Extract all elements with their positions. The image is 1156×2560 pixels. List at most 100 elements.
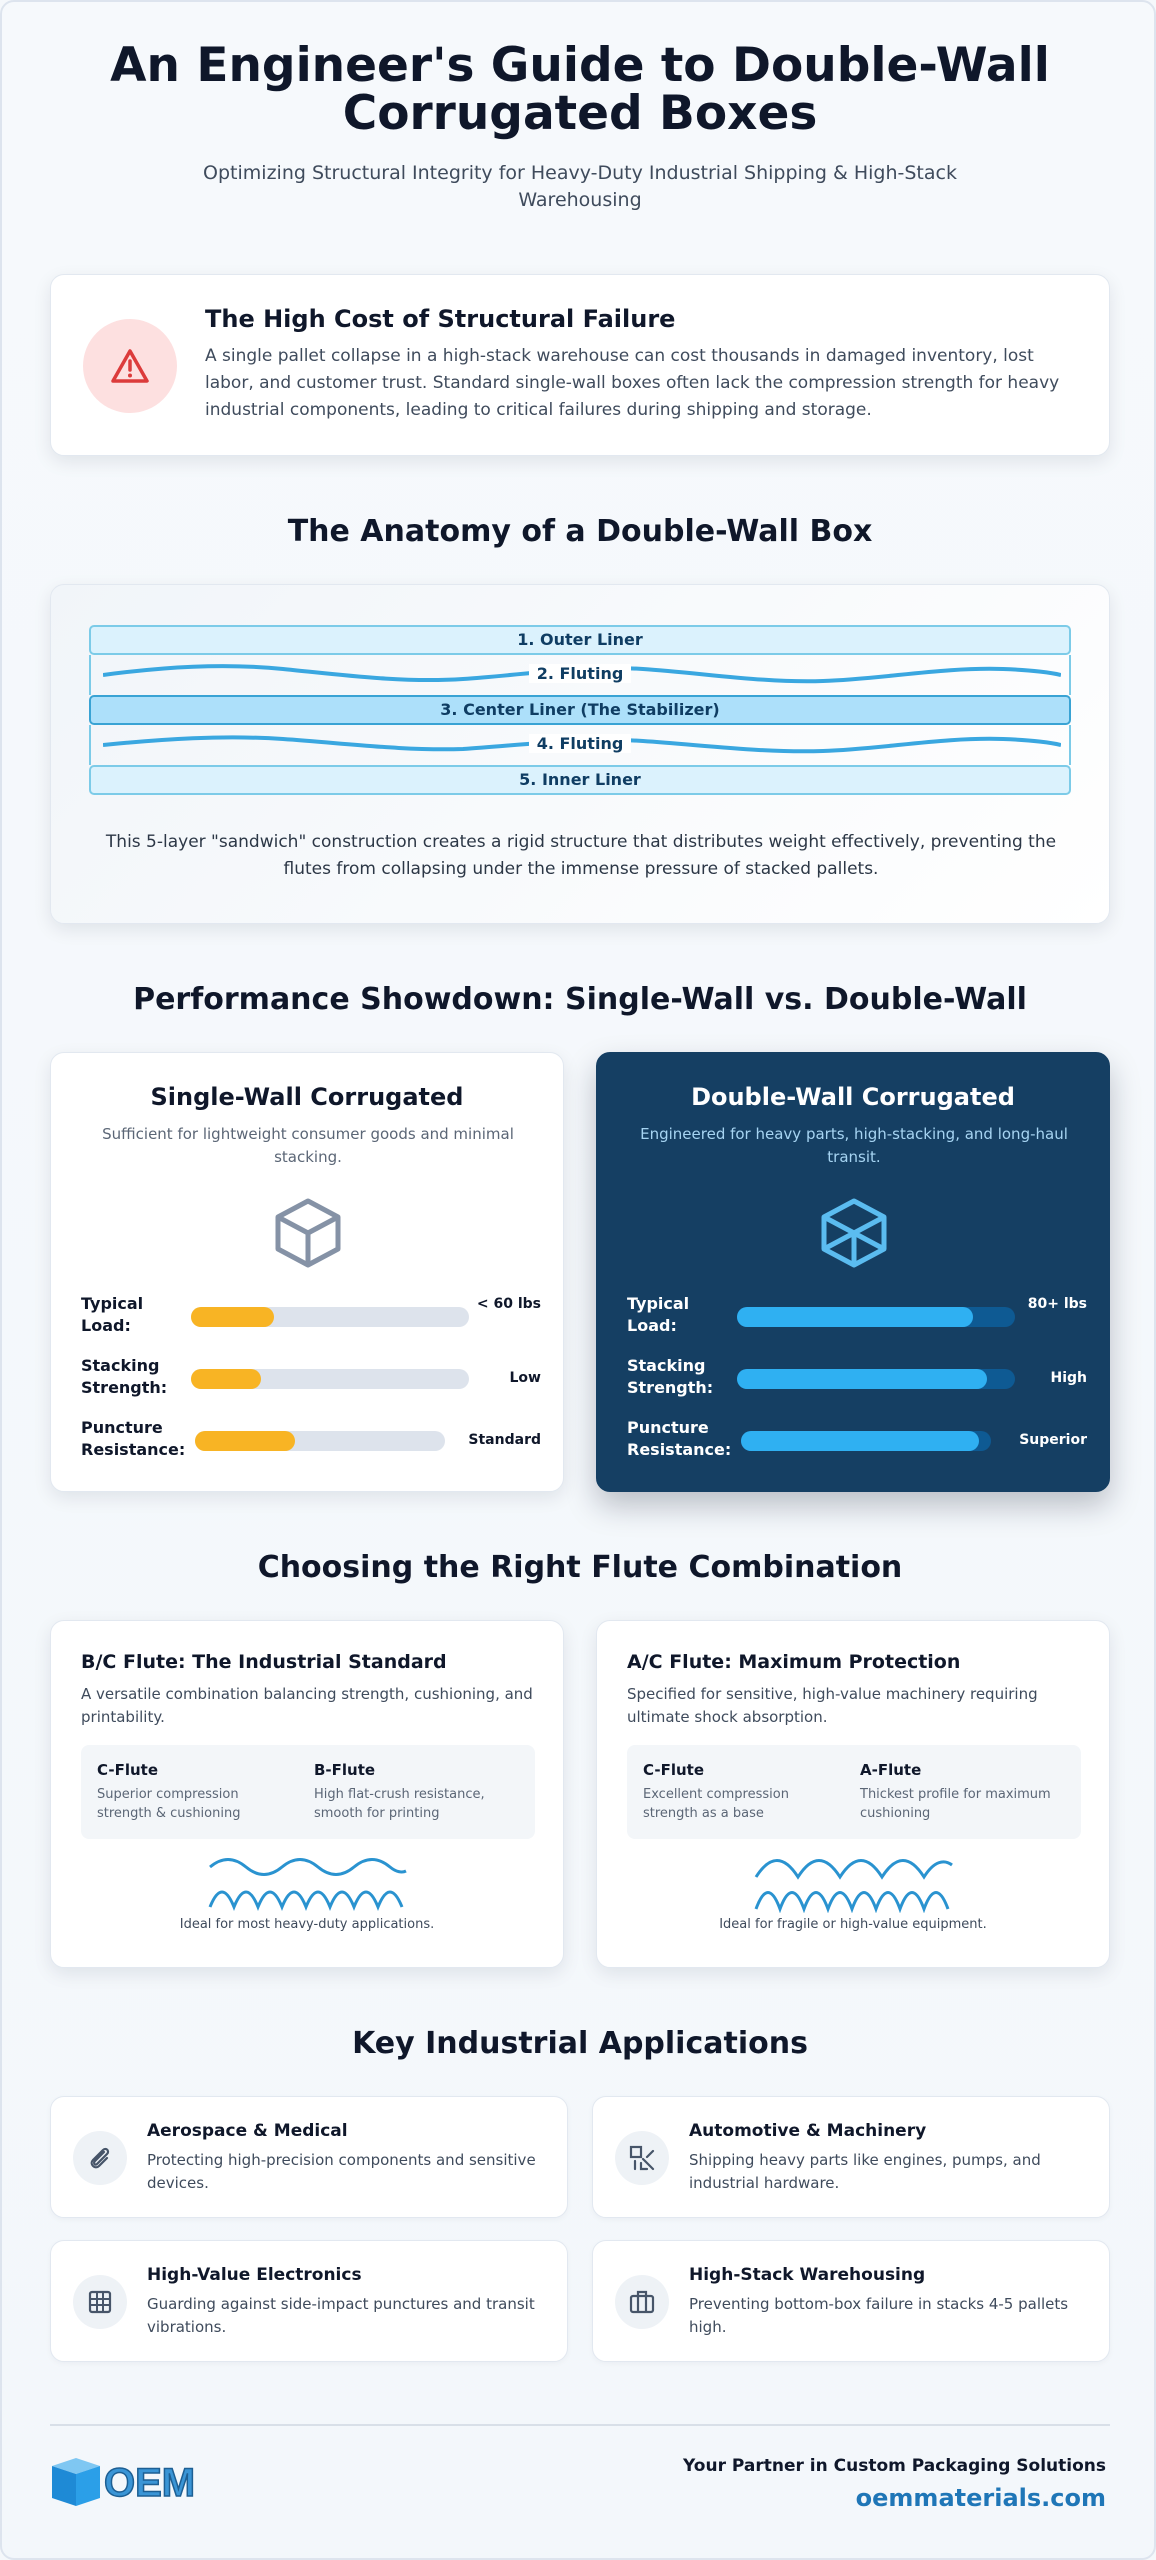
metric-value: High: [1050, 1370, 1087, 1386]
metric-bar-track: [195, 1431, 445, 1451]
metric-bar-track: [191, 1369, 469, 1389]
double-wall-subtitle: Engineered for heavy parts, high-stackin…: [640, 1125, 1068, 1166]
applications-title: Key Industrial Applications: [352, 2026, 808, 2061]
layer-outer-liner: 1. Outer Liner: [89, 625, 1071, 655]
metric-bar-fill: [191, 1307, 275, 1327]
bc-flute-card: B/C Flute: The Industrial Standard A ver…: [50, 1620, 564, 1968]
metric-label: Typical Load:: [627, 1294, 690, 1335]
layer-fluting-2-label: 4. Fluting: [528, 734, 632, 753]
warning-icon: [83, 319, 177, 413]
flute-component: A-Flute Thickest profile for maximum cus…: [860, 1761, 1060, 1823]
briefcase-icon: [615, 2275, 669, 2329]
metric-bar-fill: [737, 1369, 988, 1389]
metric-bar-fill: [741, 1431, 979, 1451]
flute-desc: High flat-crush resistance, smooth for p…: [314, 1787, 485, 1821]
page-subtitle: Optimizing Structural Integrity for Heav…: [203, 162, 957, 211]
metric-label: Puncture Resistance:: [81, 1418, 186, 1459]
single-wall-title: Single-Wall Corrugated: [150, 1083, 464, 1111]
ac-flute-title: A/C Flute: Maximum Protection: [627, 1651, 961, 1673]
ac-flute-ideal: Ideal for fragile or high-value equipmen…: [719, 1917, 987, 1932]
metric-label: Typical Load:: [81, 1294, 144, 1335]
layer-inner-liner: 5. Inner Liner: [89, 765, 1071, 795]
anatomy-card: 1. Outer Liner 2. Fluting 3. Center Line…: [50, 584, 1110, 924]
bc-flute-components: C-Flute Superior compression strength & …: [81, 1745, 535, 1839]
metric-bar-track: [737, 1369, 1015, 1389]
application-text: Protecting high-precision components and…: [147, 2151, 536, 2192]
footer-website-link[interactable]: oemmaterials.com: [855, 2484, 1106, 2512]
page-title: An Engineer's Guide to Double-Wall Corru…: [110, 38, 1050, 141]
double-wall-title: Double-Wall Corrugated: [691, 1083, 1015, 1111]
problem-card: The High Cost of Structural Failure A si…: [50, 274, 1110, 456]
application-text: Preventing bottom-box failure in stacks …: [689, 2295, 1069, 2336]
header: An Engineer's Guide to Double-Wall Corru…: [2, 42, 1156, 214]
metric-bar-track: [191, 1307, 469, 1327]
application-title: High-Stack Warehousing: [689, 2265, 926, 2285]
bc-flute-title: B/C Flute: The Industrial Standard: [81, 1651, 447, 1673]
footer-divider: [50, 2424, 1110, 2426]
anatomy-caption: This 5-layer "sandwich" construction cre…: [105, 832, 1057, 879]
cube-outline-icon: [275, 1198, 341, 1268]
application-card-automotive: Automotive & Machinery Shipping heavy pa…: [592, 2096, 1110, 2218]
circuit-grid-icon: [73, 2275, 127, 2329]
metric-bar-track: [737, 1307, 1015, 1327]
application-card-electronics: High-Value Electronics Guarding against …: [50, 2240, 568, 2362]
application-card-aerospace: Aerospace & Medical Protecting high-prec…: [50, 2096, 568, 2218]
anatomy-title: The Anatomy of a Double-Wall Box: [287, 514, 873, 549]
single-metric-puncture: Puncture Resistance: Standard: [81, 1417, 541, 1465]
application-card-warehousing: High-Stack Warehousing Preventing bottom…: [592, 2240, 1110, 2362]
bc-flute-wave-icon: [208, 1858, 407, 1912]
flute-name: B-Flute: [314, 1761, 376, 1779]
metric-value: < 60 lbs: [476, 1296, 541, 1312]
metric-label: Stacking Strength:: [81, 1356, 168, 1397]
metric-value: Low: [509, 1370, 541, 1386]
layer-fluting-2: 4. Fluting: [89, 725, 1071, 765]
layer-center-liner: 3. Center Liner (The Stabilizer): [89, 695, 1071, 725]
application-title: Aerospace & Medical: [147, 2121, 348, 2141]
single-wall-card: Single-Wall Corrugated Sufficient for li…: [50, 1052, 564, 1492]
metric-bar-fill: [191, 1369, 261, 1389]
metric-label: Puncture Resistance:: [627, 1418, 732, 1459]
single-wall-subtitle: Sufficient for lightweight consumer good…: [102, 1125, 514, 1166]
single-metric-stacking: Stacking Strength: Low: [81, 1355, 541, 1403]
flute-name: C-Flute: [97, 1761, 158, 1779]
metric-label: Stacking Strength:: [627, 1356, 714, 1397]
single-metric-load: Typical Load: < 60 lbs: [81, 1293, 541, 1341]
flute-desc: Excellent compression strength as a base: [643, 1787, 789, 1821]
metric-value: Standard: [468, 1432, 541, 1448]
double-metric-load: Typical Load: 80+ lbs: [627, 1293, 1087, 1341]
layer-fluting-1-label: 2. Fluting: [528, 664, 632, 683]
double-metric-stacking: Stacking Strength: High: [627, 1355, 1087, 1403]
footer-tagline: Your Partner in Custom Packaging Solutio…: [683, 2456, 1106, 2476]
oem-logo: OEM: [52, 2458, 196, 2506]
application-text: Guarding against side-impact punctures a…: [147, 2295, 535, 2336]
double-wall-card: Double-Wall Corrugated Engineered for he…: [596, 1052, 1110, 1492]
application-text: Shipping heavy parts like engines, pumps…: [689, 2151, 1041, 2192]
metric-bar-track: [741, 1431, 991, 1451]
flute-desc: Superior compression strength & cushioni…: [97, 1787, 241, 1821]
flute-name: A-Flute: [860, 1761, 922, 1779]
comparison-title: Performance Showdown: Single-Wall vs. Do…: [133, 982, 1027, 1017]
flute-component: C-Flute Excellent compression strength a…: [643, 1761, 843, 1823]
problem-title: The High Cost of Structural Failure: [205, 305, 676, 333]
bc-flute-ideal: Ideal for most heavy-duty applications.: [179, 1917, 435, 1932]
paperclip-icon: [73, 2131, 127, 2185]
metric-bar-fill: [195, 1431, 295, 1451]
application-title: High-Value Electronics: [147, 2265, 362, 2285]
flute-component: B-Flute High flat-crush resistance, smoo…: [314, 1761, 514, 1823]
double-metric-puncture: Puncture Resistance: Superior: [627, 1417, 1087, 1465]
flute-name: C-Flute: [643, 1761, 704, 1779]
ac-flute-desc: Specified for sensitive, high-value mach…: [627, 1685, 1038, 1726]
cube-reinforced-icon: [821, 1198, 887, 1268]
layer-fluting-1: 2. Fluting: [89, 655, 1071, 695]
metric-bar-fill: [737, 1307, 974, 1327]
problem-text: A single pallet collapse in a high-stack…: [205, 346, 1060, 420]
flutes-title: Choosing the Right Flute Combination: [257, 1550, 903, 1585]
flute-component: C-Flute Superior compression strength & …: [97, 1761, 297, 1823]
metric-value: 80+ lbs: [1027, 1296, 1087, 1312]
metric-value: Superior: [1019, 1432, 1087, 1448]
application-title: Automotive & Machinery: [689, 2121, 927, 2141]
bc-flute-desc: A versatile combination balancing streng…: [81, 1685, 533, 1726]
tools-icon: [615, 2131, 669, 2185]
ac-flute-card: A/C Flute: Maximum Protection Specified …: [596, 1620, 1110, 1968]
